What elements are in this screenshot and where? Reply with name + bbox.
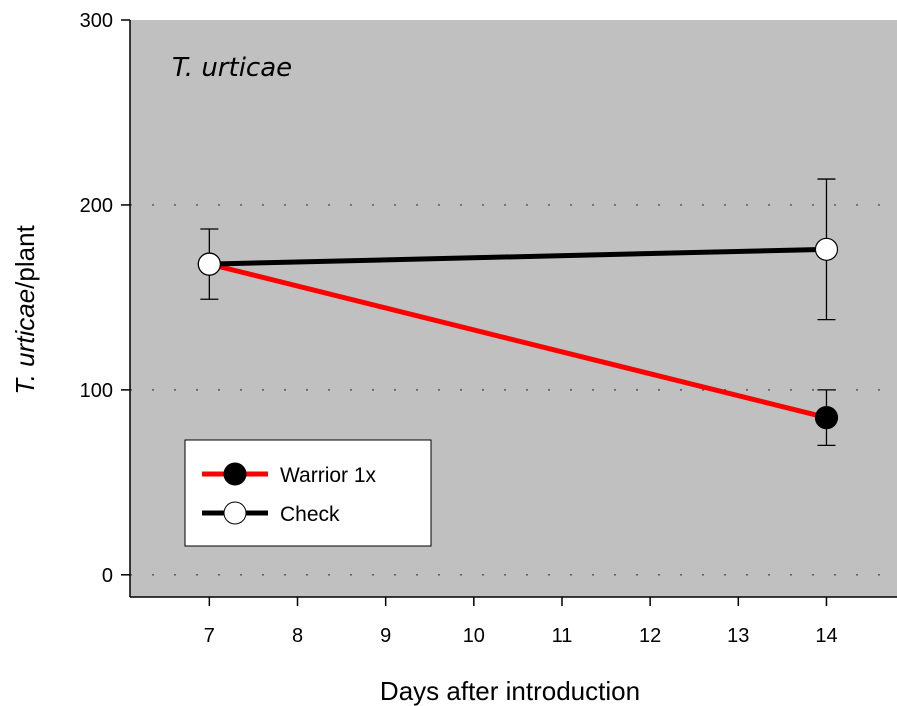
point-warrior-1x-14 — [814, 406, 839, 430]
legend-box — [184, 439, 432, 547]
x-tick-label-14: 14 — [815, 625, 837, 647]
y-tick-label-100: 100 — [80, 380, 113, 402]
y-axis-title-italic: T. urticae — [10, 289, 40, 395]
legend-marker-warrior — [223, 462, 247, 486]
y-tick-label-200: 200 — [80, 195, 113, 217]
y-axis-title: T. urticae/plant — [10, 224, 40, 394]
series-line-check — [209, 246, 827, 267]
grid-layer — [130, 204, 897, 576]
series-layer — [197, 178, 839, 447]
legend-label-check: Check — [280, 503, 340, 526]
legend: Warrior 1x Check — [184, 439, 432, 547]
y-tick-label-300: 300 — [80, 10, 113, 32]
y-axis-title-suffix: /plant — [10, 224, 40, 288]
x-tick-label-12: 12 — [639, 625, 661, 647]
y-tick-label-0: 0 — [102, 565, 113, 587]
x-tick-label-7: 7 — [204, 625, 215, 647]
x-tick-label-10: 10 — [463, 625, 485, 647]
legend-marker-check — [223, 501, 247, 525]
series-line-warrior-1x — [208, 261, 828, 421]
legend-label-warrior: Warrior 1x — [280, 464, 377, 487]
x-tick-label-11: 11 — [552, 625, 573, 647]
ticks-layer: 0 100 200 300 7 8 9 10 11 12 13 14 — [80, 10, 838, 647]
x-tick-label-8: 8 — [292, 625, 303, 647]
x-tick-label-9: 9 — [380, 625, 391, 647]
x-axis-title: Days after introduction — [380, 676, 640, 706]
point-check-7 — [197, 252, 221, 276]
x-tick-label-13: 13 — [727, 625, 749, 647]
axes-layer — [129, 20, 897, 598]
point-check-14 — [814, 237, 839, 261]
chart-title: T. urticae — [172, 53, 292, 83]
